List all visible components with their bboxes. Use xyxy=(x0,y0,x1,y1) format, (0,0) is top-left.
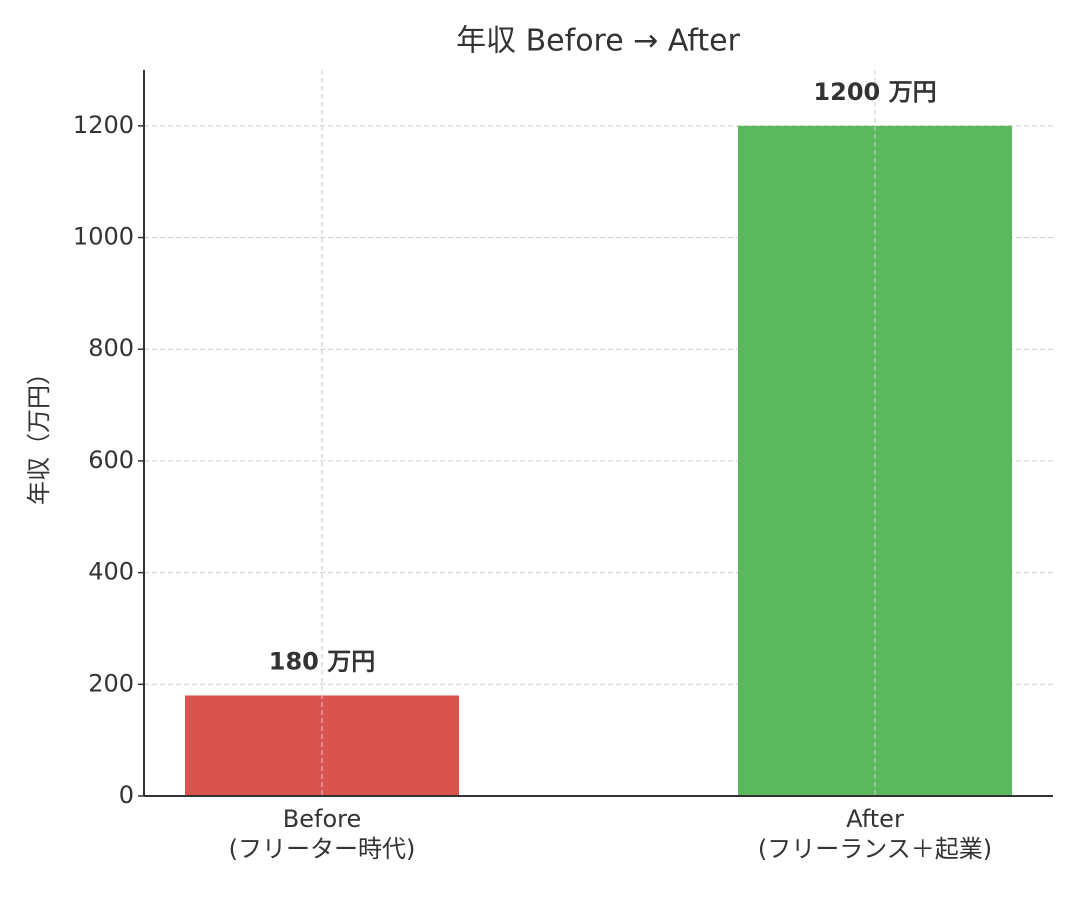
value-label: 180 万円 xyxy=(269,647,375,675)
y-tick-label: 1200 xyxy=(73,111,134,139)
y-tick-label: 0 xyxy=(119,781,134,809)
y-tick-label: 800 xyxy=(88,334,134,362)
y-tick-label: 1000 xyxy=(73,223,134,251)
bar xyxy=(738,125,1012,797)
chart-title: 年収 Before → After xyxy=(456,24,741,59)
y-tick-label: 600 xyxy=(88,446,134,474)
value-label: 1200 万円 xyxy=(813,78,936,106)
x-tick-label: After (フリーランス＋起業) xyxy=(758,805,992,863)
x-tick-label: Before (フリーター時代) xyxy=(229,805,416,863)
y-axis-label: 年収（万円） xyxy=(25,361,53,505)
y-tick-label: 200 xyxy=(88,669,134,697)
y-tick-label: 400 xyxy=(88,558,134,586)
